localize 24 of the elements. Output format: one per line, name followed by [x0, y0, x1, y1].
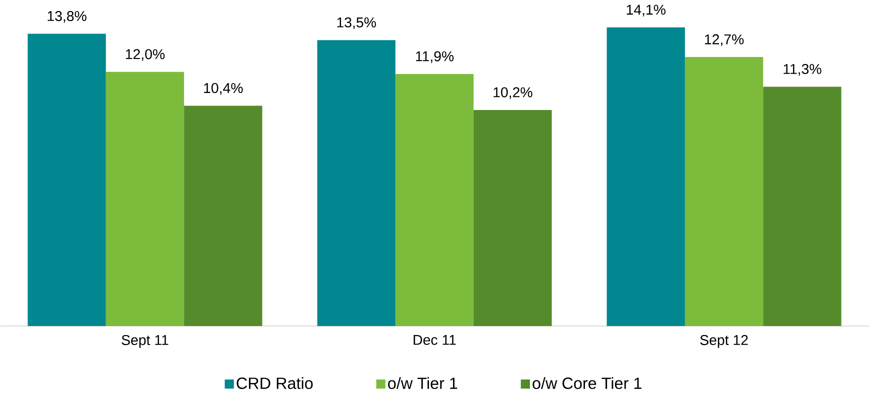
bar — [474, 110, 552, 326]
bar — [184, 106, 262, 326]
legend-label: o/w Tier 1 — [388, 377, 458, 390]
bar — [684, 57, 764, 326]
bar — [606, 27, 685, 326]
x-tick-label: Dec 11 — [414, 335, 456, 345]
data-label: 11,9% — [416, 51, 454, 63]
bar — [395, 74, 474, 326]
bar — [28, 34, 106, 326]
x-tick-label: Sept 11 — [122, 334, 168, 348]
bar — [763, 86, 842, 326]
legend-label: o/w Core Tier 1 — [532, 377, 642, 390]
data-label: 12,0% — [126, 49, 165, 61]
bar — [317, 40, 396, 326]
data-label: 10,4% — [204, 83, 243, 95]
data-label: 14,1% — [626, 4, 666, 16]
x-tick-label: Sept 12 — [700, 334, 748, 348]
legend-label: CRD Ratio — [236, 377, 313, 390]
data-label: 10,2% — [494, 87, 532, 99]
data-label: 13,5% — [337, 17, 376, 30]
bar — [106, 72, 184, 326]
data-label: 11,3% — [784, 64, 822, 76]
data-label: 12,7% — [705, 34, 744, 46]
data-label: 13,8% — [48, 10, 86, 23]
